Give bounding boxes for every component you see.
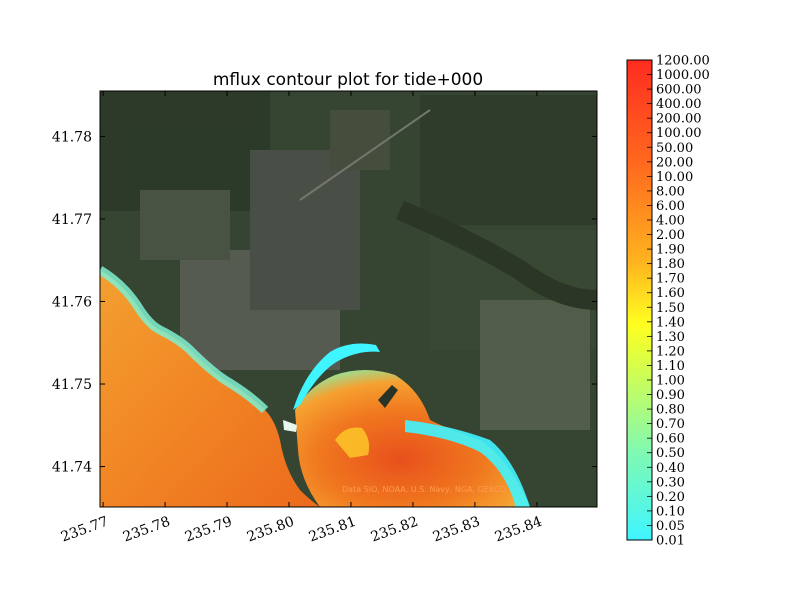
colorbar-tick-label: 50.00	[656, 141, 693, 156]
colorbar-tick-label: 1.30	[656, 330, 685, 345]
y-tick-label: 41.76	[52, 294, 92, 310]
x-tick-label: 235.81	[307, 514, 359, 546]
x-tick-label: 235.79	[183, 514, 235, 546]
colorbar-tick-label: 1.50	[656, 301, 685, 316]
colorbar-tick-label: 2.00	[656, 228, 685, 243]
x-tick-label: 235.84	[493, 514, 545, 546]
colorbar-tick-label: 0.40	[656, 461, 685, 476]
colorbar-tick-label: 600.00	[656, 83, 702, 98]
colorbar-tick-label: 0.50	[656, 446, 685, 461]
jetty-west	[283, 420, 297, 432]
ocean-shore-fringe	[100, 266, 269, 414]
x-tick-label: 235.80	[245, 514, 297, 546]
bay-east-edge	[405, 420, 530, 507]
colorbar-tick-label: 0.10	[656, 504, 685, 519]
colorbar-tick-label: 0.05	[656, 519, 685, 534]
colorbar-tick-label: 1.70	[656, 272, 685, 287]
colorbar-tick-label: 1.80	[656, 257, 685, 272]
colorbar-gradient	[626, 59, 653, 541]
x-tick-label: 235.78	[121, 514, 173, 546]
x-tick-label: 235.83	[431, 514, 483, 546]
colorbar-tick-label: 400.00	[656, 97, 702, 112]
colorbar-tick-label: 0.01	[656, 534, 685, 549]
colorbar-tick-label: 0.70	[656, 417, 685, 432]
basemap-credit: Data SIO, NOAA, U.S. Navy, NGA, GEBCO	[342, 485, 506, 494]
colorbar: 0.010.050.100.200.300.400.500.600.700.80…	[626, 54, 710, 549]
jetty-inner-flux	[335, 427, 370, 458]
colorbar-tick-label: 1.40	[656, 315, 685, 330]
colorbar-tick-label: 4.00	[656, 214, 685, 229]
colorbar-tick-label: 0.80	[656, 403, 685, 418]
chart-title: mflux contour plot for tide+000	[213, 70, 483, 90]
colorbar-tick-label: 1000.00	[656, 68, 710, 83]
colorbar-tick-label: 1.10	[656, 359, 685, 374]
colorbar-ticks: 0.010.050.100.200.300.400.500.600.700.80…	[647, 54, 710, 549]
colorbar-tick-label: 8.00	[656, 184, 685, 199]
plot-area: Data SIO, NOAA, U.S. Navy, NGA, GEBCO	[100, 91, 597, 507]
colorbar-tick-label: 0.30	[656, 475, 685, 490]
colorbar-tick-label: 0.90	[656, 388, 685, 403]
y-axis: 41.74 41.75 41.76 41.77 41.78	[52, 129, 597, 476]
colorbar-tick-label: 0.60	[656, 432, 685, 447]
y-tick-label: 41.78	[52, 129, 92, 145]
colorbar-tick-label: 1.90	[656, 243, 685, 258]
colorbar-tick-label: 20.00	[656, 155, 693, 170]
colorbar-tick-label: 1.00	[656, 374, 685, 389]
colorbar-tick-label: 10.00	[656, 170, 693, 185]
colorbar-tick-label: 1.20	[656, 344, 685, 359]
jetty-east	[378, 385, 398, 408]
colorbar-tick-label: 100.00	[656, 126, 702, 141]
x-tick-label: 235.82	[369, 514, 421, 546]
y-tick-label: 41.77	[52, 212, 92, 228]
bay-flux-region	[295, 370, 530, 507]
bay-cyan-edge	[293, 343, 380, 410]
colorbar-tick-label: 1.60	[656, 286, 685, 301]
y-tick-label: 41.74	[52, 460, 92, 476]
x-tick-label: 235.77	[59, 514, 111, 546]
colorbar-tick-label: 6.00	[656, 199, 685, 214]
basemap-texture	[100, 91, 597, 430]
colorbar-tick-label: 1200.00	[656, 54, 710, 69]
colorbar-tick-label: 200.00	[656, 112, 702, 127]
plot-frame	[99, 90, 598, 508]
y-tick-label: 41.75	[52, 377, 92, 393]
colorbar-tick-label: 0.20	[656, 490, 685, 505]
